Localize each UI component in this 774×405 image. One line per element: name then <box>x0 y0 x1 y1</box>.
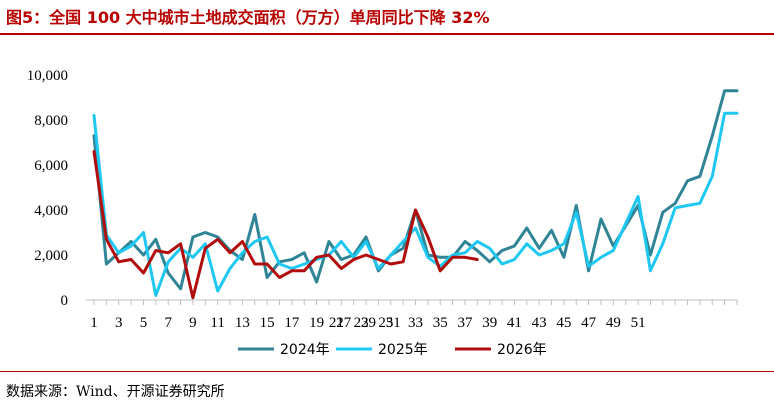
x-tick-label: 25 <box>378 315 393 331</box>
x-tick-label: 13 <box>235 315 250 331</box>
legend-label: 2025年 <box>378 342 428 358</box>
title-divider <box>0 33 774 35</box>
x-tick-label: 15 <box>260 315 275 331</box>
x-tick-label: 17 <box>284 315 300 331</box>
x-tick-label: 51 <box>631 315 646 331</box>
page-title: 图5：全国 100 大中城市土地成交面积（万方）单周同比下降 32% <box>6 8 490 27</box>
footer-divider <box>0 371 774 372</box>
y-tick-label: 0 <box>61 293 69 309</box>
data-source-note: 数据来源：Wind、开源证券研究所 <box>6 384 225 400</box>
y-tick-label: 4,000 <box>34 203 68 219</box>
y-tick-label: 2,000 <box>34 248 68 264</box>
x-tick-label: 19 <box>309 315 324 331</box>
x-tick-label: 23 <box>354 315 369 331</box>
x-tick-label: 3 <box>115 315 123 331</box>
x-tick-label: 27 <box>336 315 352 331</box>
x-tick-label: 5 <box>140 315 148 331</box>
x-tick-label: 47 <box>581 315 597 331</box>
x-tick-label: 29 <box>361 315 376 331</box>
x-tick-label: 11 <box>210 315 224 331</box>
series-line-1 <box>92 89 739 291</box>
x-tick-label: 37 <box>457 315 473 331</box>
x-tick-label: 21 <box>329 315 344 331</box>
series-line-3 <box>92 150 479 300</box>
x-tick-label: 45 <box>556 315 571 331</box>
x-tick-label: 1 <box>90 315 98 331</box>
series-line-2 <box>92 111 739 297</box>
chart-series <box>92 89 739 300</box>
x-tick-label: 41 <box>507 315 522 331</box>
x-tick-label: 35 <box>433 315 448 331</box>
x-tick-label: 43 <box>532 315 547 331</box>
y-tick-label: 8,000 <box>34 113 68 129</box>
x-tick-label: 39 <box>482 315 497 331</box>
x-tick-label: 9 <box>189 315 197 331</box>
x-tick-label: 33 <box>408 315 423 331</box>
legend-label: 2024年 <box>280 342 330 358</box>
x-tick-label: 7 <box>164 315 172 331</box>
y-tick-label: 6,000 <box>34 158 68 174</box>
x-tick-label: 31 <box>386 315 401 331</box>
x-tick-label: 49 <box>606 315 621 331</box>
chart-legend: 2024年 2025年 2026年 <box>238 342 547 358</box>
legend-label: 2026年 <box>497 342 547 358</box>
y-tick-label: 10,000 <box>27 68 68 84</box>
